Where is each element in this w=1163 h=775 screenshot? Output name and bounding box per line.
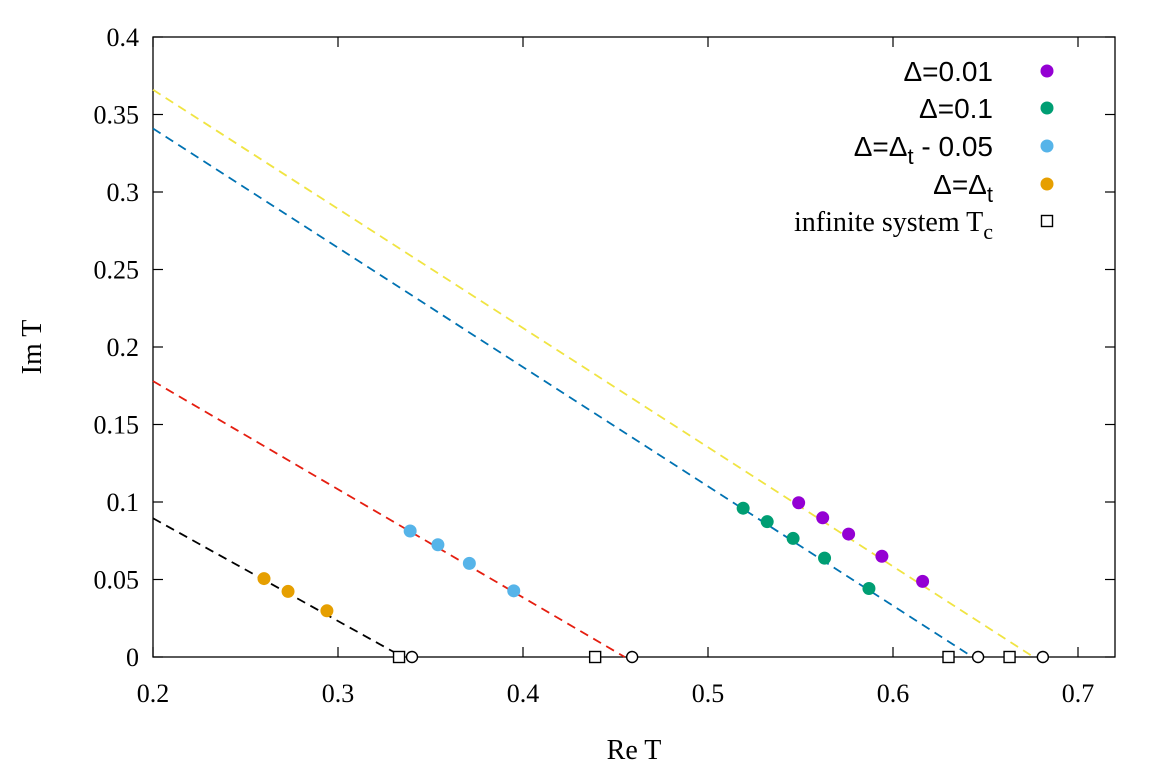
- data-point: [736, 501, 750, 515]
- legend-marker: [1040, 101, 1054, 115]
- y-tick-label: 0.1: [107, 488, 140, 517]
- y-tick-label: 0.25: [94, 256, 140, 285]
- y-axis-label: Im T: [17, 320, 48, 375]
- axes: 0.2 0.3 0.4 0.5 0.6 0.7 0 0.05 0.1 0.15 0.2 0.25 0.3…: [94, 23, 1116, 708]
- legend-label-text: Δ=0.01: [903, 56, 993, 87]
- legend-label: Δ=0.1: [919, 93, 993, 124]
- data-point: [816, 511, 830, 525]
- y-tick-label: 0.05: [94, 566, 140, 595]
- legend-label-text: Δ=0.1: [919, 93, 993, 124]
- legend-marker: [1040, 64, 1054, 78]
- x-tick-label: 0.7: [1062, 679, 1095, 708]
- legend-label-suffix: - 0.05: [914, 131, 993, 162]
- open-circle-point: [625, 650, 639, 664]
- data-point: [862, 581, 876, 595]
- data-point: [786, 531, 800, 545]
- x-tick-label: 0.2: [137, 679, 170, 708]
- x-tick-label: 0.3: [322, 679, 355, 708]
- data-point: [281, 584, 295, 598]
- open-circle-point: [971, 650, 985, 664]
- fit-line: [152, 517, 404, 658]
- x-tick-label: 0.4: [507, 679, 540, 708]
- legend-label: Δ=Δt: [933, 169, 993, 207]
- data-point: [507, 584, 521, 598]
- data-point: [320, 604, 334, 618]
- open-square-point: [942, 650, 955, 664]
- open-circle-point: [405, 650, 419, 664]
- data-point: [431, 538, 445, 552]
- data-point: [818, 551, 832, 565]
- legend-marker: [1040, 177, 1054, 191]
- data-point: [875, 549, 889, 563]
- open-square-point: [588, 650, 602, 664]
- data-point: [916, 574, 930, 588]
- y-tick-label: 0.3: [107, 178, 140, 207]
- plot-frame: [152, 36, 1116, 658]
- open-square-point: [392, 650, 406, 664]
- legend-label-text: Δ=Δ: [854, 131, 908, 162]
- legend-label: infinite system Tc: [794, 207, 993, 244]
- data-point: [257, 572, 271, 586]
- y-tick-label: 0: [126, 643, 139, 672]
- fit-line: [152, 127, 974, 658]
- legend-label-text: Δ=Δ: [933, 169, 987, 200]
- data-point: [792, 496, 806, 510]
- legend-label-subscript: t: [907, 144, 913, 169]
- legend-label-subscript: t: [987, 182, 993, 207]
- y-tick-label: 0.2: [107, 333, 140, 362]
- data-point: [842, 527, 856, 541]
- y-tick-label: 0.35: [94, 101, 140, 130]
- x-tick-label: 0.6: [877, 679, 910, 708]
- y-tick-label: 0.15: [94, 411, 140, 440]
- open-circle-point: [1036, 650, 1050, 664]
- fit-lines: [152, 88, 1035, 658]
- fit-line: [152, 88, 1035, 658]
- data-points: [257, 496, 1050, 664]
- data-point: [760, 515, 774, 529]
- data-point: [462, 556, 476, 570]
- x-axis-label: Re T: [607, 735, 662, 766]
- legend-label-text: infinite system T: [794, 207, 983, 238]
- fit-line: [152, 380, 626, 658]
- legend-label-subscript: c: [983, 219, 993, 244]
- data-point: [403, 524, 417, 538]
- open-square-point: [1003, 650, 1016, 664]
- legend-marker: [1040, 139, 1054, 153]
- legend-label: Δ=0.01: [903, 56, 993, 87]
- x-tick-label: 0.5: [692, 679, 725, 708]
- legend-marker: [1040, 214, 1054, 228]
- y-tick-label: 0.4: [107, 23, 140, 52]
- legend-label: Δ=Δt - 0.05: [854, 131, 993, 169]
